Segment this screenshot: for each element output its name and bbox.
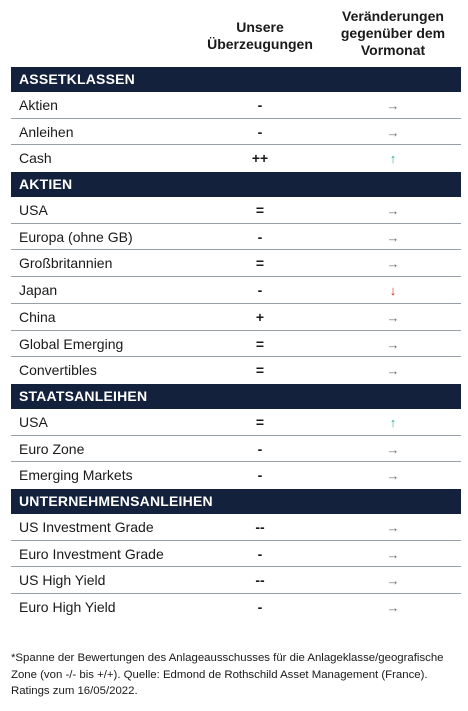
row-label: Cash (19, 150, 52, 167)
table-row: Japan - ↓ (11, 277, 461, 304)
row-label: Europa (ohne GB) (19, 228, 133, 245)
arrow-right-icon: → (386, 336, 400, 352)
table-row: Anleihen - → (11, 119, 461, 146)
arrow-right-icon: → (386, 229, 400, 245)
section-header: UNTERNEHMENSANLEIHEN (11, 488, 461, 514)
row-label: US High Yield (19, 572, 106, 589)
conviction-value: -- (255, 572, 265, 589)
table-row: Aktien - → (11, 92, 461, 119)
change-cell: → (326, 331, 460, 358)
conviction-value: ++ (251, 150, 269, 167)
arrow-right-icon: → (386, 573, 400, 589)
conviction-value: - (257, 228, 263, 245)
footnote: *Spanne der Bewertungen des Anlageaussch… (11, 652, 444, 697)
conviction-column-header: Unsere Überzeugungen (207, 19, 313, 52)
arrow-right-icon: → (386, 441, 400, 457)
row-label: Euro Zone (19, 440, 85, 457)
row-label: Japan (19, 282, 58, 299)
arrow-right-icon: → (386, 203, 400, 219)
row-label: Emerging Markets (19, 467, 133, 484)
row-label: USA (19, 413, 48, 430)
row-label: Global Emerging (19, 335, 124, 352)
arrow-right-icon: → (386, 98, 400, 113)
conviction-value: = (255, 362, 265, 379)
table-row: Euro Investment Grade - → (11, 541, 461, 568)
table-row: USA = → (11, 197, 461, 224)
conviction-value: - (257, 599, 263, 615)
arrow-right-icon: → (386, 546, 400, 562)
row-label: Anleihen (19, 123, 74, 140)
change-cell: → (326, 594, 460, 621)
conviction-value: - (257, 467, 263, 484)
conviction-value: - (257, 282, 263, 299)
row-label: China (19, 308, 56, 325)
arrow-right-icon: → (386, 363, 400, 379)
arrow-right-icon: → (386, 124, 400, 140)
change-cell: → (326, 567, 460, 594)
row-label: USA (19, 202, 48, 219)
row-label: Euro High Yield (19, 599, 116, 615)
row-label: US Investment Grade (19, 518, 154, 535)
arrow-right-icon: → (386, 468, 400, 484)
table-row: China + → (11, 304, 461, 331)
row-label: Euro Investment Grade (19, 545, 164, 562)
table-row: Cash ++ ↑ (11, 145, 461, 172)
conviction-value: = (255, 413, 265, 430)
section-header: STAATSANLEIHEN (11, 383, 461, 409)
change-cell: → (326, 92, 460, 119)
conviction-value: - (257, 123, 263, 140)
change-cell: ↑ (326, 409, 460, 436)
table-row: Global Emerging = → (11, 331, 461, 358)
table-row: US Investment Grade -- → (11, 514, 461, 541)
change-cell: → (326, 462, 460, 489)
change-cell: → (326, 304, 460, 331)
arrow-right-icon: → (386, 600, 400, 615)
arrow-up-icon: ↑ (389, 151, 397, 167)
change-cell: → (326, 119, 460, 146)
table-row: Euro Zone - → (11, 436, 461, 463)
conviction-value: - (257, 97, 263, 113)
conviction-value: = (255, 202, 265, 219)
change-cell: → (326, 250, 460, 277)
column-headers: Unsere Überzeugungen Veränderungen gegen… (0, 8, 468, 66)
conviction-value: = (255, 335, 265, 352)
table-row: Convertibles = → (11, 357, 461, 384)
arrow-up-icon: ↑ (389, 414, 397, 430)
conviction-value: = (255, 255, 265, 272)
arrow-right-icon: → (386, 309, 400, 325)
change-cell: → (326, 224, 460, 251)
section-header: AKTIEN (11, 172, 461, 198)
conviction-value: + (255, 308, 265, 325)
section-header: ASSETKLASSEN (11, 67, 461, 92)
row-label: Convertibles (19, 362, 97, 379)
table-row: USA = ↑ (11, 409, 461, 436)
arrow-right-icon: → (386, 519, 400, 535)
change-column-header: Veränderungen gegenüber dem Vormonat (340, 8, 446, 58)
change-cell: → (326, 197, 460, 224)
table-row: Europa (ohne GB) - → (11, 224, 461, 251)
change-cell: → (326, 357, 460, 384)
arrow-down-icon: ↓ (389, 283, 397, 299)
change-cell: → (326, 436, 460, 463)
conviction-value: - (257, 545, 263, 562)
allocation-table: ASSETKLASSEN Aktien - → Anleihen - → Cash ++ ↑ AKT… (11, 67, 461, 621)
table-row: Großbritannien = → (11, 250, 461, 278)
table-row: Euro High Yield - → (11, 594, 461, 621)
conviction-value: - (257, 440, 263, 457)
change-cell: ↓ (326, 277, 460, 304)
row-label: Großbritannien (19, 255, 113, 272)
change-cell: ↑ (326, 145, 460, 172)
table-row: US High Yield -- → (11, 567, 461, 594)
conviction-value: -- (255, 518, 265, 535)
arrow-right-icon: → (386, 256, 400, 272)
change-cell: → (326, 514, 460, 541)
table-row: Emerging Markets - → (11, 462, 461, 489)
row-label: Aktien (19, 97, 58, 113)
change-cell: → (326, 541, 460, 568)
